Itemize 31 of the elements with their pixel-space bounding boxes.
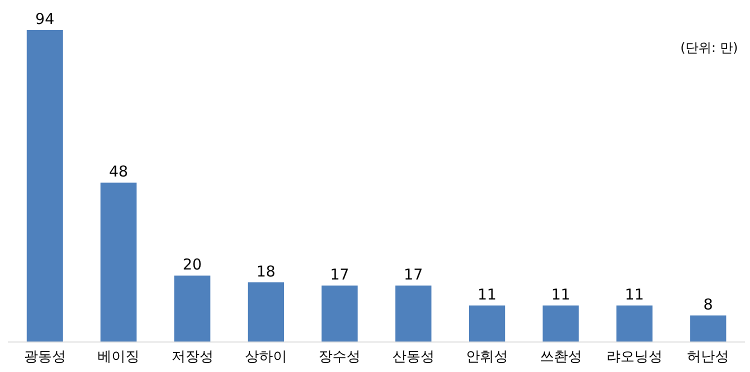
x-tick-label: 광동성 — [24, 349, 66, 365]
x-tick-label: 산동성 — [392, 349, 434, 365]
x-tick-label: 허난성 — [687, 349, 730, 365]
bar — [26, 30, 63, 342]
data-label: 20 — [182, 256, 202, 274]
bar — [174, 276, 210, 342]
x-tick-label: 안휘성 — [466, 349, 508, 365]
data-label: 11 — [551, 285, 570, 304]
data-label: 17 — [404, 266, 423, 284]
bar — [395, 286, 432, 342]
x-tick-label: 베이징 — [98, 349, 140, 365]
x-tick-label: 저장성 — [171, 349, 214, 365]
data-label: 48 — [109, 162, 128, 181]
data-label: 11 — [624, 285, 644, 304]
data-label: 94 — [35, 10, 54, 28]
bar — [616, 305, 653, 342]
bar — [322, 286, 358, 342]
bar — [690, 315, 726, 342]
annotation: (단위: 만) — [680, 41, 738, 56]
x-tick-label: 쓰촨성 — [540, 349, 582, 365]
data-label: 11 — [478, 285, 497, 304]
bar — [468, 305, 506, 342]
bar — [542, 305, 579, 342]
data-label: 8 — [703, 295, 713, 314]
data-label: 18 — [256, 262, 276, 280]
x-tick-label: 상하이 — [244, 349, 287, 365]
data-label: 17 — [330, 266, 350, 284]
x-tick-label: 랴오닝성 — [606, 349, 662, 365]
x-tick-label: 장수성 — [318, 349, 361, 365]
bar — [248, 282, 284, 342]
bar — [100, 182, 137, 342]
